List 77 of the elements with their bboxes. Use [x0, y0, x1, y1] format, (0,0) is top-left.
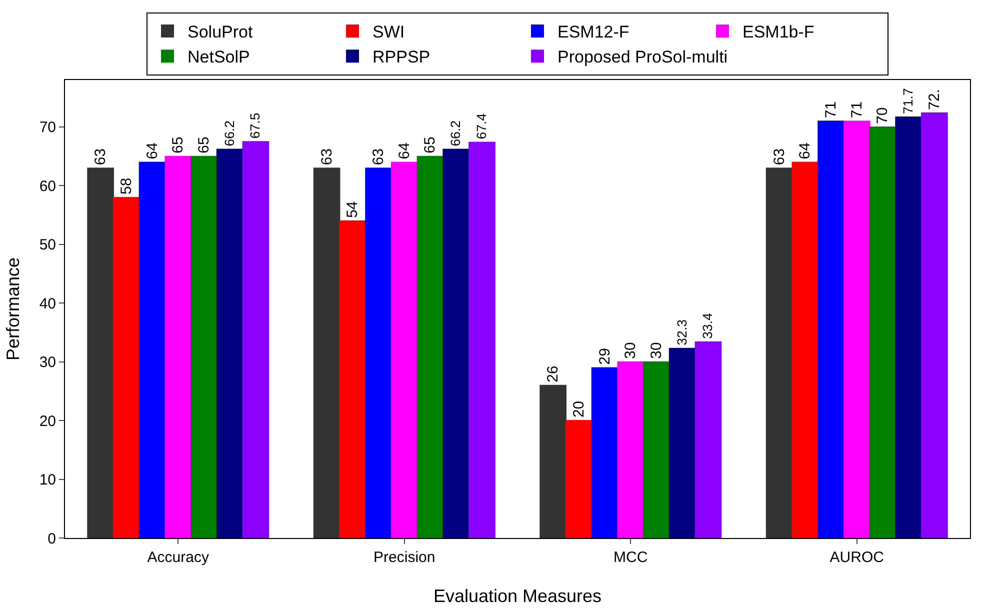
x-tick-label: AUROC	[830, 549, 884, 566]
bar	[766, 168, 793, 538]
data-label: 63	[92, 148, 110, 166]
bar	[895, 116, 922, 538]
bar	[921, 112, 948, 538]
data-label: 30	[648, 342, 665, 359]
data-label: 72.	[926, 89, 943, 110]
data-label: 65	[422, 136, 439, 154]
bar	[339, 220, 366, 538]
data-label: 65	[170, 136, 187, 154]
data-label: 32.3	[674, 319, 690, 346]
data-label: 71	[822, 101, 840, 118]
y-tick-label: 60	[39, 178, 56, 195]
y-tick-label: 10	[39, 472, 56, 489]
bar	[869, 126, 896, 538]
legend-label: ESM12-F	[558, 22, 630, 42]
bar	[843, 120, 870, 538]
bar	[112, 196, 140, 538]
legend-label: ESM1b-F	[742, 22, 814, 42]
y-axis-title: Performance	[3, 257, 23, 361]
data-label: 70	[874, 107, 892, 124]
data-label: 29	[596, 348, 614, 365]
bar	[87, 168, 114, 538]
legend-label: SoluProt	[188, 22, 253, 42]
data-label: 63	[318, 148, 336, 166]
bar	[668, 348, 696, 538]
bar	[242, 141, 270, 538]
data-label: 67.5	[248, 112, 263, 139]
bar	[468, 142, 496, 538]
data-label: 33.4	[700, 313, 716, 339]
data-label: 26	[544, 366, 562, 382]
legend-label: RPPSP	[372, 48, 430, 67]
bar	[591, 367, 618, 538]
legend-label: SWI	[372, 22, 405, 42]
data-label: 54	[344, 201, 362, 218]
legend-label: NetSolP	[188, 48, 250, 67]
data-label: 63	[370, 148, 388, 166]
bar	[390, 162, 418, 538]
y-tick-label: 20	[39, 412, 56, 430]
bar	[643, 361, 670, 538]
data-label: 71	[848, 101, 866, 118]
bar	[416, 156, 444, 538]
y-tick-label: 30	[39, 354, 56, 372]
bar	[164, 156, 192, 538]
data-label: 58	[118, 178, 135, 194]
bar	[818, 120, 844, 538]
bar	[365, 168, 392, 538]
legend-label: Proposed ProSol-multi	[558, 48, 728, 67]
x-tick-label: Precision	[374, 549, 436, 566]
bar	[313, 168, 340, 538]
bar	[190, 156, 218, 538]
data-label: 63	[770, 148, 788, 166]
data-label: 66.2	[448, 120, 464, 146]
bar	[617, 361, 644, 538]
data-label: 65	[195, 136, 212, 154]
bar	[216, 148, 244, 538]
bar	[138, 162, 166, 538]
bar	[442, 148, 470, 538]
bar	[694, 341, 722, 538]
y-tick-label: 40	[39, 295, 56, 312]
x-axis-title: Evaluation Measures	[433, 586, 602, 606]
y-tick-label: 50	[39, 236, 56, 254]
x-tick-label: Accuracy	[147, 549, 210, 566]
x-tick-label: MCC	[614, 549, 648, 566]
data-label: 66.2	[222, 120, 237, 146]
data-label: 64	[796, 142, 814, 160]
data-label: 67.4	[474, 113, 489, 140]
data-label: 20	[570, 400, 588, 418]
data-label: 64	[144, 142, 161, 160]
data-label: 30	[622, 342, 640, 359]
y-tick-label: 0	[48, 530, 56, 548]
data-label: 64	[396, 142, 413, 160]
data-label: 71.7	[900, 88, 916, 114]
bar	[540, 384, 566, 538]
bar	[565, 420, 592, 538]
y-tick-label: 70	[39, 119, 56, 136]
bar	[792, 162, 819, 538]
